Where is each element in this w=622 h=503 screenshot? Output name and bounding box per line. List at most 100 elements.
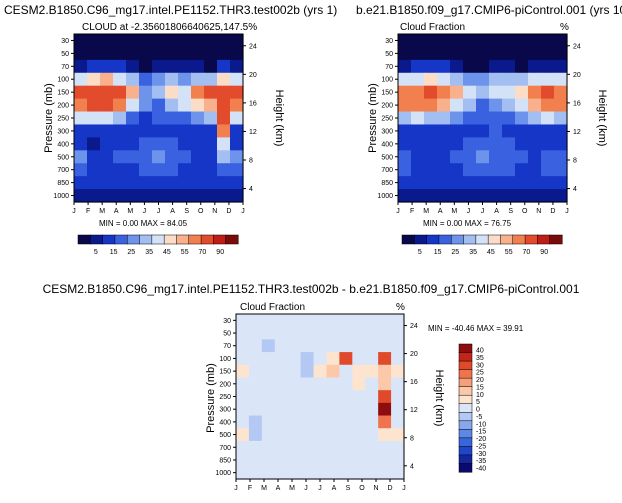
colorbar-label: 30 <box>476 362 484 369</box>
heatmap-cell <box>248 428 263 442</box>
heatmap-cell <box>489 85 503 100</box>
colorbar-swatch <box>458 429 473 439</box>
colorbar-label: -40 <box>476 466 486 473</box>
y2-tick-label: 16 <box>573 100 581 107</box>
colorbar-label: 55 <box>505 249 513 256</box>
heatmap-cell <box>313 314 328 328</box>
heatmap-cell <box>261 326 276 340</box>
heatmap-cell <box>437 85 451 100</box>
y-tick-label: 200 <box>57 103 69 110</box>
heatmap-cell <box>489 150 503 164</box>
heatmap-cell <box>191 150 205 164</box>
y-tick-label: 150 <box>219 369 231 376</box>
heatmap-cell <box>300 352 315 366</box>
heatmap-cell <box>139 137 153 151</box>
heatmap-cell <box>476 46 490 61</box>
heatmap-cell <box>139 124 153 138</box>
heatmap-cell <box>437 176 451 190</box>
heatmap-cell <box>411 34 425 48</box>
heatmap-cell <box>515 59 529 74</box>
heatmap-cell <box>398 163 412 177</box>
heatmap-cell <box>178 34 192 48</box>
panel-title: b.e21.B1850.f09_g17.CMIP6-piControl.001 … <box>356 3 622 17</box>
heatmap-cell <box>165 59 179 74</box>
heatmap-cell <box>424 189 438 203</box>
heatmap-cell <box>352 352 366 366</box>
heatmap-cell <box>165 124 179 138</box>
heatmap-cell <box>515 46 529 61</box>
heatmap-cell <box>554 98 568 113</box>
heatmap-cell <box>217 72 231 87</box>
heatmap-cell <box>178 163 192 177</box>
heatmap-cell <box>113 34 127 48</box>
heatmap-cell <box>463 85 477 100</box>
x-tick-label: D <box>387 485 392 492</box>
heatmap-cell <box>100 189 114 203</box>
panel-top-left: CESM2.B1850.C96_mg17.intel.PE1152.THR3.t… <box>4 3 337 256</box>
heatmap-cell <box>100 111 114 126</box>
heatmap-cell <box>139 150 153 164</box>
heatmap-cell <box>165 46 179 61</box>
y2-axis-ticks: 24 20 16 12 8 4 <box>243 43 257 193</box>
heatmap-cell <box>300 390 315 404</box>
heatmap-cell <box>476 34 490 48</box>
heatmap-cell <box>528 189 542 203</box>
heatmap-cell <box>236 314 250 328</box>
heatmap-cell <box>139 59 153 74</box>
heatmap-cell <box>554 72 568 87</box>
colorbar-swatch <box>139 234 153 245</box>
heatmap-cell <box>528 137 542 151</box>
heatmap-cell <box>502 163 516 177</box>
heatmap-cell <box>502 34 516 48</box>
heatmap-cell <box>411 85 425 100</box>
heatmap-cell <box>74 72 88 87</box>
heatmap-cell <box>437 72 451 87</box>
heatmap-cell <box>476 150 490 164</box>
heatmap-cell <box>74 150 88 164</box>
heatmap-cell <box>352 314 366 328</box>
heatmap-cell <box>274 440 289 455</box>
heatmap-cell <box>411 124 425 138</box>
heatmap-cell <box>365 364 379 379</box>
colorbar-swatch <box>200 234 214 245</box>
heatmap-cell <box>126 46 140 61</box>
heatmap-cell <box>502 46 516 61</box>
heatmap-cell <box>528 34 542 48</box>
heatmap-cell <box>424 150 438 164</box>
heatmap-cell <box>287 364 302 379</box>
heatmap-cell <box>437 124 451 138</box>
x-tick-label: S <box>346 485 351 492</box>
heatmap-cell <box>248 314 263 328</box>
heatmap-cell <box>365 466 379 480</box>
heatmap-cell <box>502 150 516 164</box>
y-tick-label: 50 <box>385 51 393 58</box>
colorbar-swatch <box>401 234 415 245</box>
heatmap-cell <box>541 189 555 203</box>
heatmap-cell <box>365 428 379 442</box>
heatmap-cell <box>391 440 405 455</box>
heatmap-cell <box>424 163 438 177</box>
heatmap-cell <box>165 137 179 151</box>
heatmap-cell <box>489 176 503 190</box>
y-tick-label: 50 <box>223 331 231 338</box>
heatmap-cell <box>339 364 353 379</box>
heatmap-cell <box>191 34 205 48</box>
x-tick-label: J <box>72 208 76 215</box>
heatmap-cell <box>515 85 529 100</box>
heatmap-cell <box>165 189 179 203</box>
heatmap-cell <box>515 163 529 177</box>
heatmap-cell <box>139 189 153 203</box>
heatmap-cell <box>352 453 366 467</box>
heatmap-cell <box>236 415 250 429</box>
y-tick-label: 250 <box>57 116 69 123</box>
heatmap-cell <box>515 137 529 151</box>
heatmap-cell <box>191 189 205 203</box>
colorbar: 5 15 25 35 45 55 70 90 <box>401 234 563 256</box>
colorbar-swatch <box>458 463 473 473</box>
x-tick-label: F <box>86 208 90 215</box>
y-axis-label: Pressure (mb) <box>43 83 55 153</box>
heatmap-cell <box>230 59 244 74</box>
heatmap-cell <box>391 402 405 417</box>
heatmap-cell <box>152 111 166 126</box>
heatmap-cell <box>165 98 179 113</box>
